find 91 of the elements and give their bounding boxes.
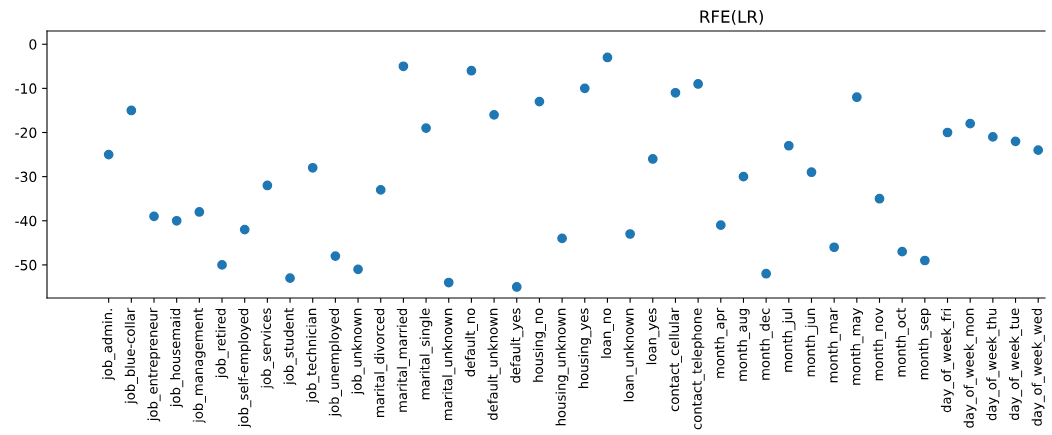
x-tick-label: day_of_week_wed (1031, 308, 1045, 426)
x-tick-label: default_no (464, 308, 478, 377)
x-tick-label: marital_unknown (442, 308, 456, 421)
x-tick-label: marital_divorced (374, 308, 388, 417)
point (375, 185, 386, 195)
point (534, 96, 545, 107)
point (262, 180, 273, 191)
point (1033, 145, 1044, 156)
point (806, 167, 817, 178)
point (919, 255, 930, 266)
point (942, 127, 953, 138)
x-tick-label: job_entrepreneur (147, 307, 161, 422)
x-tick-label: job_blue-collar (124, 307, 138, 405)
x-tick-label: month_dec (759, 308, 773, 380)
x-tick-label: job_admin. (102, 309, 116, 381)
point (489, 109, 499, 120)
y-tick-label: -10 (15, 83, 37, 94)
point (625, 229, 635, 239)
y-tick-label: 0 (29, 39, 37, 50)
y-tick-label: -20 (15, 127, 37, 138)
point (330, 251, 341, 261)
x-tick-label: marital_single (419, 308, 433, 400)
point (1010, 136, 1021, 147)
x-tick-label: loan_no (600, 308, 615, 358)
x-tick-label: marital_married (396, 308, 410, 412)
point (443, 277, 454, 288)
x-tick-label: month_mar (827, 307, 841, 383)
x-tick-label: job_technician (306, 308, 320, 403)
x-tick-label: default_yes (510, 308, 524, 383)
point (194, 207, 205, 217)
point (715, 220, 726, 231)
x-tick-label: day_of_week_thu (986, 308, 1000, 421)
x-tick-label: job_unemployed (328, 308, 342, 417)
x-tick-label: job_unknown (351, 308, 365, 395)
point (851, 92, 862, 103)
x-tick-label: month_may (850, 308, 864, 385)
x-tick-label: month_apr (714, 307, 728, 378)
point (738, 171, 749, 182)
point (579, 83, 590, 94)
point (353, 264, 363, 275)
point (897, 246, 908, 257)
x-tick-label: day_of_week_tue (1008, 308, 1023, 421)
point (602, 52, 613, 63)
x-tick-label: housing_yes (578, 308, 592, 388)
x-tick-label: housing_no (532, 308, 546, 382)
point (874, 193, 885, 204)
x-tick-label: day_of_week_fri (940, 308, 955, 413)
x-tick-label: job_self-employed (238, 308, 252, 428)
point (398, 61, 409, 72)
x-tick-label: month_jul (782, 308, 796, 372)
point (783, 140, 794, 151)
x-tick-label: loan_yes (646, 308, 660, 365)
point (307, 162, 318, 173)
x-tick-label: job_management (192, 308, 206, 424)
x-tick-label: month_nov (872, 308, 887, 381)
point (466, 65, 477, 76)
x-tick-label: job_services (260, 308, 274, 389)
point (987, 132, 998, 142)
x-tick-label: housing_unknown (555, 308, 569, 426)
x-tick-label: job_retired (215, 308, 229, 379)
y-tick-label: -50 (15, 259, 37, 271)
x-tick-label: loan_unknown (623, 308, 637, 402)
point (693, 79, 703, 89)
point (103, 149, 114, 160)
x-tick-label: contact_cellular (668, 307, 683, 412)
x-tick-label: month_oct (895, 308, 909, 377)
x-tick-label: job_housemaid (170, 308, 184, 408)
x-tick-label: month_jun (804, 308, 819, 377)
point (149, 211, 159, 222)
chart-title: RFE(LR) (700, 10, 763, 25)
y-tick-label: -30 (15, 171, 37, 183)
y-tick-label: -40 (15, 215, 37, 227)
x-tick-label: contact_telephone (691, 308, 705, 430)
point (761, 268, 772, 279)
point (670, 87, 681, 98)
point (511, 282, 522, 292)
point (171, 215, 182, 226)
point (421, 123, 431, 133)
point (239, 224, 250, 235)
point (126, 105, 137, 116)
x-tick-label: day_of_week_mon (963, 308, 977, 428)
point (647, 154, 658, 164)
point (285, 273, 295, 284)
x-tick-label: month_sep (918, 308, 932, 380)
point (217, 260, 227, 270)
x-tick-label: job_student (283, 308, 297, 386)
point (557, 233, 567, 244)
point (965, 118, 976, 129)
point (829, 242, 840, 253)
x-tick-label: month_aug (736, 308, 751, 381)
x-tick-label: default_unknown (487, 308, 501, 420)
